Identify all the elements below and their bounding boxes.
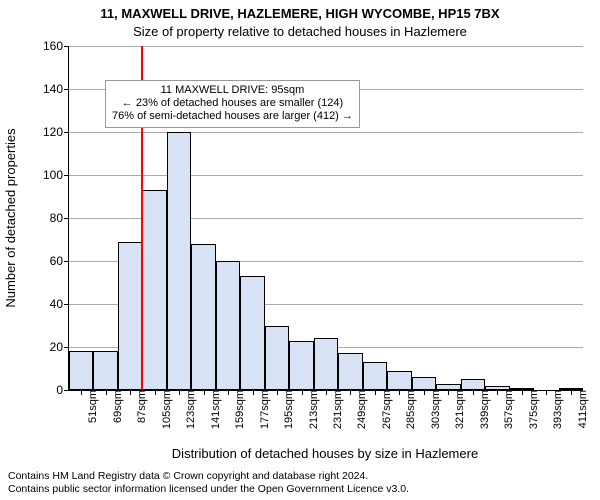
- chart-container: 11, MAXWELL DRIVE, HAZLEMERE, HIGH WYCOM…: [0, 0, 600, 500]
- xtick-mark: [546, 390, 547, 395]
- histogram-bar: [240, 276, 264, 390]
- histogram-bar: [69, 351, 93, 390]
- xtick-label: 177sqm: [257, 390, 271, 429]
- xtick-mark: [277, 390, 278, 395]
- xtick-mark: [571, 390, 572, 395]
- histogram-bar: [461, 379, 485, 390]
- ytick-label: 20: [50, 340, 69, 354]
- xtick-label: 375sqm: [526, 390, 540, 429]
- xtick-mark: [302, 390, 303, 395]
- xtick-mark: [497, 390, 498, 395]
- footer-line: Contains public sector information licen…: [8, 483, 409, 496]
- xtick-label: 267sqm: [379, 390, 393, 429]
- xtick-mark: [375, 390, 376, 395]
- xtick-label: 195sqm: [281, 390, 295, 429]
- xtick-label: 213sqm: [306, 390, 320, 429]
- footer-attribution: Contains HM Land Registry data © Crown c…: [8, 470, 409, 496]
- y-axis-label: Number of detached properties: [3, 128, 18, 307]
- xtick-mark: [522, 390, 523, 395]
- xtick-mark: [326, 390, 327, 395]
- xtick-mark: [81, 390, 82, 395]
- ytick-label: 0: [56, 383, 69, 397]
- plot-area: 02040608010012014016051sqm69sqm87sqm105s…: [68, 46, 583, 391]
- histogram-bar: [314, 338, 338, 390]
- xtick-label: 393sqm: [550, 390, 564, 429]
- info-box: 11 MAXWELL DRIVE: 95sqm← 23% of detached…: [105, 80, 360, 128]
- gridline-horizontal: [69, 175, 583, 176]
- ytick-label: 160: [43, 39, 69, 53]
- xtick-label: 339sqm: [477, 390, 491, 429]
- xtick-label: 321sqm: [452, 390, 466, 429]
- xtick-mark: [253, 390, 254, 395]
- xtick-label: 303sqm: [428, 390, 442, 429]
- histogram-bar: [338, 353, 362, 390]
- xtick-label: 357sqm: [501, 390, 515, 429]
- xtick-mark: [106, 390, 107, 395]
- info-box-line: 76% of semi-detached houses are larger (…: [112, 110, 353, 123]
- histogram-bar: [191, 244, 215, 390]
- ytick-label: 100: [43, 168, 69, 182]
- xtick-label: 411sqm: [575, 390, 589, 428]
- histogram-bar: [142, 190, 166, 390]
- info-box-line: ← 23% of detached houses are smaller (12…: [112, 97, 353, 110]
- xtick-mark: [179, 390, 180, 395]
- ytick-label: 60: [50, 254, 69, 268]
- xtick-label: 105sqm: [159, 390, 173, 429]
- xtick-label: 51sqm: [85, 390, 99, 423]
- xtick-label: 159sqm: [232, 390, 246, 429]
- xtick-mark: [448, 390, 449, 395]
- histogram-bar: [265, 326, 289, 391]
- xtick-label: 87sqm: [134, 390, 148, 423]
- xtick-mark: [350, 390, 351, 395]
- xtick-mark: [204, 390, 205, 395]
- xtick-label: 285sqm: [403, 390, 417, 429]
- histogram-bar: [118, 242, 142, 390]
- histogram-bar: [167, 132, 191, 390]
- gridline-horizontal: [69, 132, 583, 133]
- xtick-mark: [399, 390, 400, 395]
- x-axis-label: Distribution of detached houses by size …: [68, 446, 582, 461]
- ytick-label: 40: [50, 297, 69, 311]
- xtick-label: 231sqm: [330, 390, 344, 429]
- xtick-label: 69sqm: [110, 390, 124, 423]
- histogram-bar: [387, 371, 411, 390]
- xtick-mark: [155, 390, 156, 395]
- info-box-line: 11 MAXWELL DRIVE: 95sqm: [112, 84, 353, 97]
- histogram-bar: [289, 341, 313, 390]
- xtick-mark: [228, 390, 229, 395]
- xtick-label: 141sqm: [208, 390, 222, 429]
- ytick-label: 120: [43, 125, 69, 139]
- xtick-mark: [424, 390, 425, 395]
- ytick-label: 140: [43, 82, 69, 96]
- footer-line: Contains HM Land Registry data © Crown c…: [8, 470, 409, 483]
- histogram-bar: [412, 377, 436, 390]
- xtick-label: 123sqm: [183, 390, 197, 429]
- histogram-bar: [363, 362, 387, 390]
- page-title: 11, MAXWELL DRIVE, HAZLEMERE, HIGH WYCOM…: [0, 6, 600, 21]
- xtick-mark: [130, 390, 131, 395]
- xtick-label: 249sqm: [354, 390, 368, 429]
- xtick-mark: [473, 390, 474, 395]
- page-subtitle: Size of property relative to detached ho…: [0, 24, 600, 39]
- ytick-label: 80: [50, 211, 69, 225]
- histogram-bar: [93, 351, 117, 390]
- gridline-horizontal: [69, 46, 583, 47]
- histogram-bar: [216, 261, 240, 390]
